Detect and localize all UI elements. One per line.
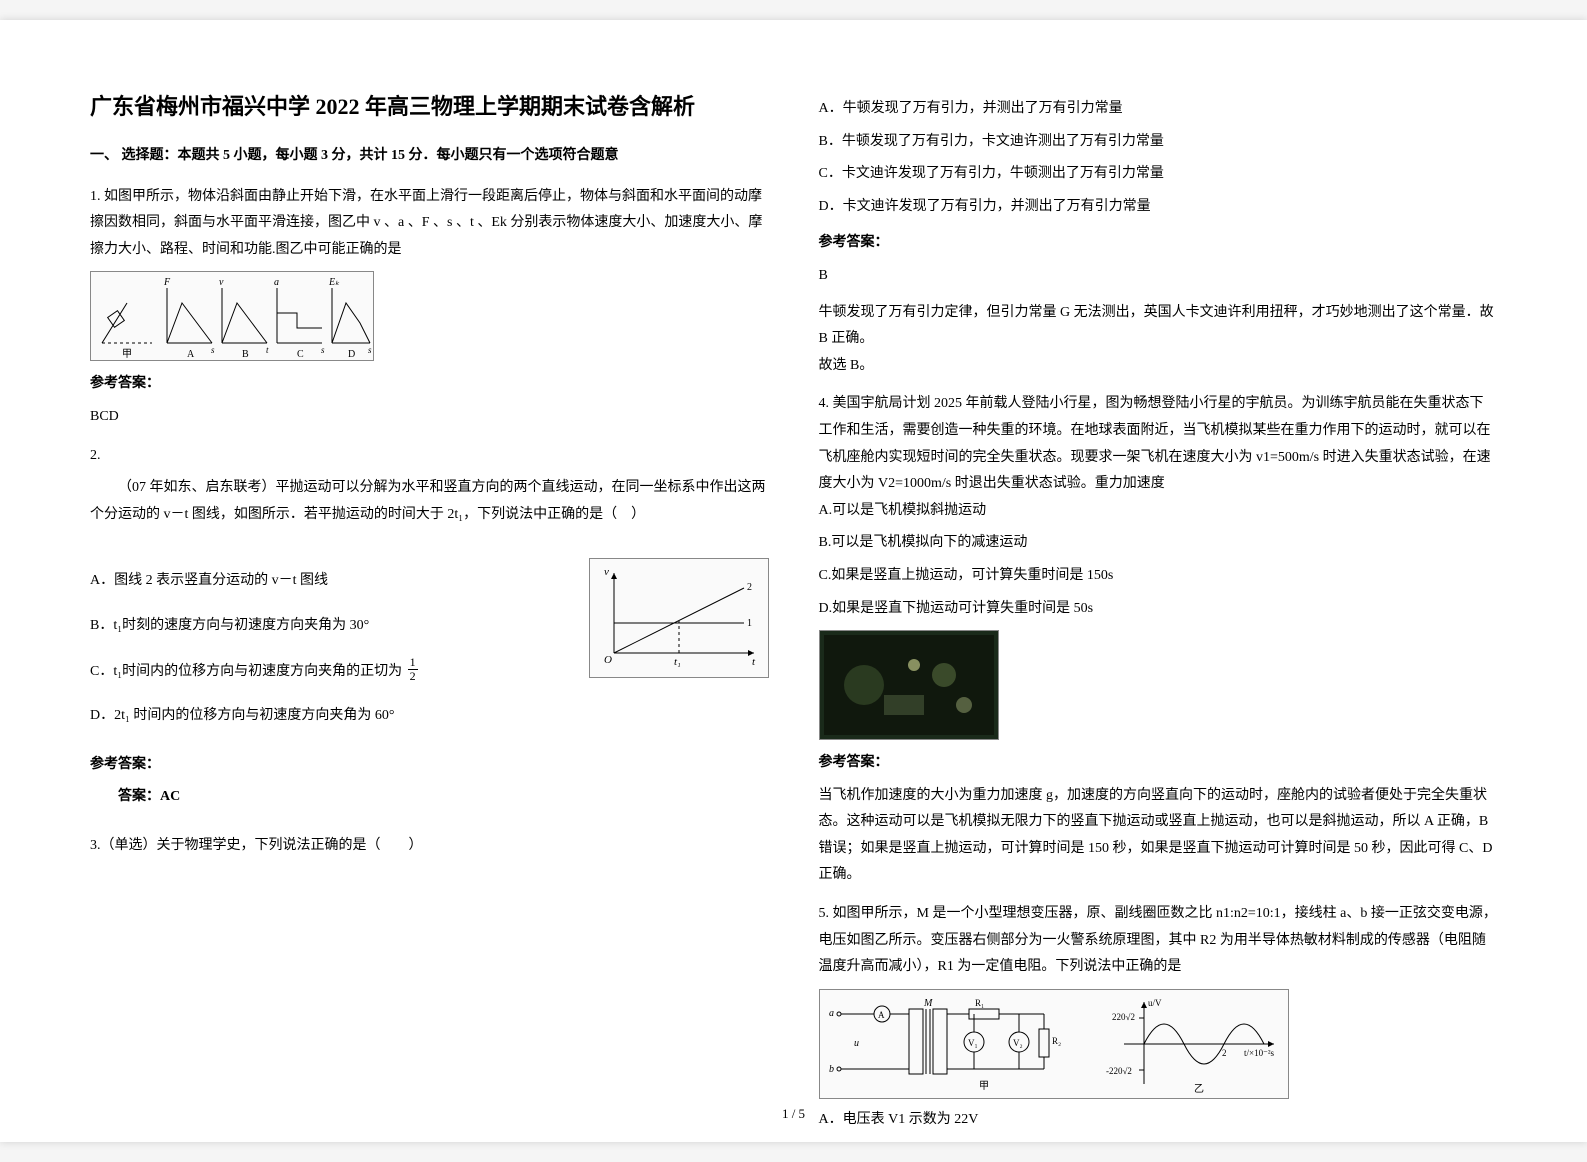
q1-answer: BCD (90, 404, 769, 431)
svg-text:1: 1 (747, 618, 752, 629)
page-title: 广东省梅州市福兴中学 2022 年高三物理上学期期末试卷含解析 (90, 90, 769, 123)
page-number: 1 / 5 (0, 1106, 1587, 1122)
right-column: A．牛顿发现了万有引力，并测出了万有引力常量 B．牛顿发现了万有引力，卡文迪许测… (819, 90, 1498, 1102)
q2-number: 2. (90, 443, 769, 470)
svg-text:O: O (604, 654, 612, 666)
q5-figure: a A b u M R₁ (819, 989, 1289, 1099)
exam-page: 广东省梅州市福兴中学 2022 年高三物理上学期期末试卷含解析 一、 选择题：本… (0, 20, 1587, 1142)
svg-text:乙: 乙 (1194, 1083, 1204, 1094)
svg-text:s: s (368, 345, 372, 355)
q3-explanation-1: 牛顿发现了万有引力定律，但引力常量 G 无法测出，英国人卡文迪许利用扭秤，才巧妙… (819, 300, 1498, 353)
q2-answer-text: 答案：AC (118, 789, 180, 804)
svg-text:t₁: t₁ (674, 656, 681, 668)
svg-text:F: F (163, 277, 171, 288)
q3-option-a: A．牛顿发现了万有引力，并测出了万有引力常量 (819, 96, 1498, 123)
q3-answer-label: 参考答案： (819, 230, 1498, 257)
q3-answer: B (819, 263, 1498, 290)
q5-text: 5. 如图甲所示，M 是一个小型理想变压器，原、副线圈匝数之比 n1:n2=10… (819, 901, 1498, 981)
q3-option-c: C．卡文迪许发现了万有引力，牛顿测出了万有引力常量 (819, 161, 1498, 188)
question-3-stem: 3.（单选）关于物理学史，下列说法正确的是（ ） (90, 833, 769, 860)
q1-answer-label: 参考答案： (90, 371, 769, 398)
q4-figure (819, 630, 999, 740)
q3-option-d: D．卡文迪许发现了万有引力，并测出了万有引力常量 (819, 194, 1498, 221)
q4-answer-label: 参考答案： (819, 750, 1498, 777)
svg-text:v: v (219, 277, 224, 288)
svg-text:v: v (604, 566, 609, 578)
svg-text:t: t (752, 656, 756, 668)
svg-text:a: a (274, 277, 279, 288)
question-5: 5. 如图甲所示，M 是一个小型理想变压器，原、副线圈匝数之比 n1:n2=10… (819, 901, 1498, 1133)
fraction-half: 12 (408, 656, 418, 683)
q3-text: 3.（单选）关于物理学史，下列说法正确的是（ ） (90, 833, 769, 860)
q1-text: 1. 如图甲所示，物体沿斜面由静止开始下滑，在水平面上滑行一段距离后停止，物体与… (90, 184, 769, 264)
svg-text:u: u (854, 1038, 859, 1049)
svg-text:s: s (321, 345, 325, 355)
q2-answer: 答案：AC (90, 784, 769, 811)
svg-text:t/×10⁻²s: t/×10⁻²s (1244, 1048, 1275, 1058)
svg-text:C: C (297, 349, 304, 359)
svg-text:B: B (242, 349, 249, 359)
svg-text:A: A (878, 1010, 885, 1020)
svg-text:-220√2: -220√2 (1106, 1066, 1132, 1076)
svg-text:R₂: R₂ (1052, 1036, 1061, 1046)
svg-text:u/V: u/V (1148, 998, 1162, 1008)
q2-text: （07 年如东、启东联考）平抛运动可以分解为水平和竖直方向的两个直线运动，在同一… (90, 475, 769, 528)
q4-text: 4. 美国宇航局计划 2025 年前载人登陆小行星，图为畅想登陆小行星的宇航员。… (819, 391, 1498, 497)
question-3-options: A．牛顿发现了万有引力，并测出了万有引力常量 B．牛顿发现了万有引力，卡文迪许测… (819, 96, 1498, 379)
left-column: 广东省梅州市福兴中学 2022 年高三物理上学期期末试卷含解析 一、 选择题：本… (90, 90, 769, 1102)
q2-answer-label: 参考答案： (90, 752, 769, 779)
svg-text:甲: 甲 (979, 1081, 989, 1092)
q2-figure: v t O 1 2 t₁ (589, 558, 769, 678)
svg-text:V₂: V₂ (1013, 1038, 1023, 1048)
svg-text:t: t (266, 345, 269, 355)
q4-option-a: A.可以是飞机模拟斜抛运动 (819, 498, 1498, 525)
q4-option-b: B.可以是飞机模拟向下的减速运动 (819, 530, 1498, 557)
q1-figure: 甲 F A s v B t (90, 271, 374, 361)
svg-text:s: s (211, 345, 215, 355)
question-1: 1. 如图甲所示，物体沿斜面由静止开始下滑，在水平面上滑行一段距离后停止，物体与… (90, 184, 769, 431)
q4-option-c: C.如果是竖直上抛运动，可计算失重时间是 150s (819, 563, 1498, 590)
svg-text:A: A (187, 349, 195, 359)
svg-text:D: D (348, 349, 355, 359)
q2-option-d: D．2t₁ 时间内的位移方向与初速度方向夹角为 60° (90, 703, 769, 730)
svg-text:b: b (829, 1064, 834, 1075)
q3-explanation-2: 故选 B。 (819, 353, 1498, 380)
svg-text:R₁: R₁ (975, 998, 984, 1008)
question-4: 4. 美国宇航局计划 2025 年前载人登陆小行星，图为畅想登陆小行星的宇航员。… (819, 391, 1498, 889)
section-1-heading: 一、 选择题：本题共 5 小题，每小题 3 分，共计 15 分．每小题只有一个选… (90, 143, 769, 170)
svg-text:220√2: 220√2 (1112, 1012, 1135, 1022)
q4-option-d: D.如果是竖直下抛运动可计算失重时间是 50s (819, 596, 1498, 623)
svg-text:2: 2 (1222, 1048, 1227, 1058)
question-2: 2. （07 年如东、启东联考）平抛运动可以分解为水平和竖直方向的两个直线运动，… (90, 443, 769, 821)
q3-option-b: B．牛顿发现了万有引力，卡文迪许测出了万有引力常量 (819, 129, 1498, 156)
q2-option-c-text: C．t₁时间内的位移方向与初速度方向夹角的正切为 (90, 663, 402, 678)
svg-text:2: 2 (747, 582, 752, 593)
q4-explanation: 当飞机作加速度的大小为重力加速度 g，加速度的方向竖直向下的运动时，座舱内的试验… (819, 783, 1498, 889)
svg-text:Eₖ: Eₖ (328, 277, 340, 288)
svg-text:M: M (923, 998, 933, 1009)
svg-text:甲: 甲 (122, 349, 132, 359)
svg-text:V₁: V₁ (968, 1038, 978, 1048)
svg-text:a: a (829, 1008, 834, 1019)
